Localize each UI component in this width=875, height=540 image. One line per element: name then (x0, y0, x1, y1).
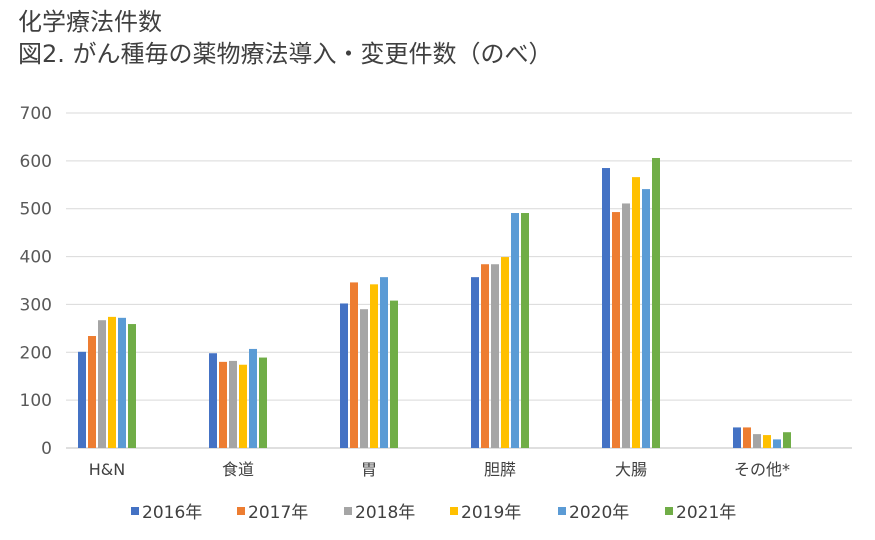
bar-2-2 (219, 361, 227, 448)
bar-2-5 (249, 348, 257, 448)
bar-5-5 (642, 189, 650, 449)
bar-5-3 (622, 203, 630, 448)
y-tick-label: 200 (20, 343, 52, 363)
bar-3-1 (340, 303, 348, 448)
x-tick-label: 胃 (361, 460, 377, 479)
y-tick-label: 400 (20, 248, 52, 268)
bar-4-2 (481, 264, 489, 448)
y-tick-label: 300 (20, 295, 52, 315)
bar-1-2 (88, 336, 96, 448)
legend: 2016年 2017年 2018年 2019年 2020年 2021年 (131, 503, 736, 523)
x-tick-label: 胆膵 (484, 460, 516, 479)
chart-figure-title: 図2. がん種毎の薬物療法導入・変更件数（のべ） (18, 40, 553, 68)
legend-label: 2016年 (142, 503, 202, 523)
y-tick-label: 100 (20, 391, 52, 411)
bars (78, 157, 791, 449)
gridlines (66, 112, 852, 449)
x-tick-label: 大腸 (615, 460, 647, 479)
legend-label: 2020年 (569, 503, 629, 523)
bar-4-6 (521, 213, 529, 448)
bar-3-2 (350, 282, 358, 448)
y-tick-label: 700 (20, 104, 52, 124)
x-axis: H&N 食道 胃 胆膵 大腸 その他* (89, 460, 790, 479)
y-tick-label: 500 (20, 200, 52, 220)
bar-4-3 (491, 264, 499, 448)
bar-3-5 (380, 277, 388, 448)
bar-3-3 (360, 309, 368, 448)
bar-4-1 (471, 277, 479, 448)
bar-1-3 (98, 320, 106, 448)
bar-1-5 (118, 317, 126, 448)
chart-section-title: 化学療法件数 (18, 8, 162, 36)
bar-3-6 (390, 300, 398, 448)
bar-1-6 (128, 324, 136, 448)
bar-6-3 (753, 434, 761, 448)
bar-4-4 (501, 257, 509, 448)
chart-title-block: 化学療法件数 図2. がん種毎の薬物療法導入・変更件数（のべ） (18, 6, 553, 70)
x-tick-label: 食道 (222, 460, 254, 479)
bar-1-4 (108, 316, 116, 448)
bar-2-1 (209, 353, 217, 448)
bar-6-2 (743, 427, 751, 448)
legend-swatch (344, 507, 352, 515)
bar-6-6 (783, 432, 791, 448)
legend-label: 2017年 (248, 503, 308, 523)
bar-6-5 (773, 439, 781, 448)
legend-swatch (131, 507, 139, 515)
legend-swatch (665, 507, 673, 515)
bar-2-3 (229, 360, 237, 448)
y-tick-label: 0 (41, 439, 52, 459)
bar-6-4 (763, 435, 771, 448)
y-axis: 0 100 200 300 400 500 600 700 (20, 104, 52, 459)
bar-2-6 (259, 357, 267, 448)
bar-5-4 (632, 177, 640, 448)
bar-5-2 (612, 212, 620, 448)
x-tick-label: H&N (89, 460, 125, 479)
bar-5-1 (602, 168, 610, 449)
legend-label: 2019年 (461, 503, 521, 523)
legend-label: 2021年 (676, 503, 736, 523)
legend-swatch (237, 507, 245, 515)
bar-3-4 (370, 284, 378, 448)
bar-2-4 (239, 364, 247, 448)
legend-label: 2018年 (355, 503, 415, 523)
bar-6-1 (733, 427, 741, 448)
x-tick-label: その他* (734, 460, 790, 479)
y-tick-label: 600 (20, 152, 52, 172)
legend-swatch (450, 507, 458, 515)
legend-swatch (558, 507, 566, 515)
bar-1-1 (78, 351, 86, 448)
bar-4-5 (511, 213, 519, 448)
bar-5-6 (652, 157, 660, 448)
